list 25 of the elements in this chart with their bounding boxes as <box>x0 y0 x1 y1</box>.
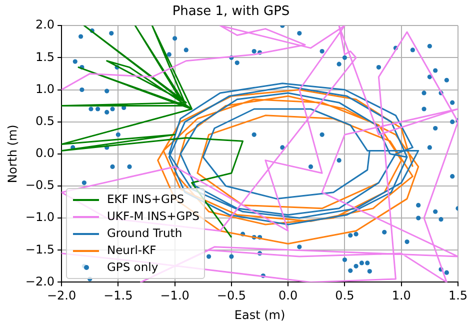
legend-label: Ground Truth <box>107 225 182 242</box>
x-tick-label: 1.0 <box>392 288 411 303</box>
x-tick-label: −1.5 <box>104 288 133 303</box>
chart-title: Phase 1, with GPS <box>172 4 290 20</box>
y-tick-label: −1.0 <box>25 210 55 224</box>
y-axis-title: North (m) <box>5 124 20 184</box>
x-tick-label: 0.5 <box>335 288 354 303</box>
y-tick-label: 0.5 <box>35 114 55 128</box>
legend-label: UKF-M INS+GPS <box>107 208 200 225</box>
x-tick-label: −2.0 <box>46 288 76 303</box>
x-tick-label: −0.5 <box>216 288 246 303</box>
legend-label: Neurl-KF <box>107 242 156 259</box>
y-tick-label: 1.5 <box>35 50 55 64</box>
y-tick-label: −2.0 <box>25 274 55 288</box>
x-tick-label: 1.5 <box>448 288 468 303</box>
legend-label: EKF INS+GPS <box>107 191 184 208</box>
x-tick-label: 0.0 <box>278 288 298 303</box>
y-tick-label: −0.5 <box>25 178 55 192</box>
legend-label: GPS only <box>107 259 158 276</box>
y-tick-label: 1.0 <box>35 82 55 96</box>
x-tick-label: −1.0 <box>160 288 190 303</box>
y-tick-label: 2.0 <box>35 18 55 32</box>
y-tick-label: 0.0 <box>35 146 55 160</box>
y-tick-label: −1.5 <box>25 242 55 256</box>
x-axis-title: East (m) <box>234 308 286 322</box>
